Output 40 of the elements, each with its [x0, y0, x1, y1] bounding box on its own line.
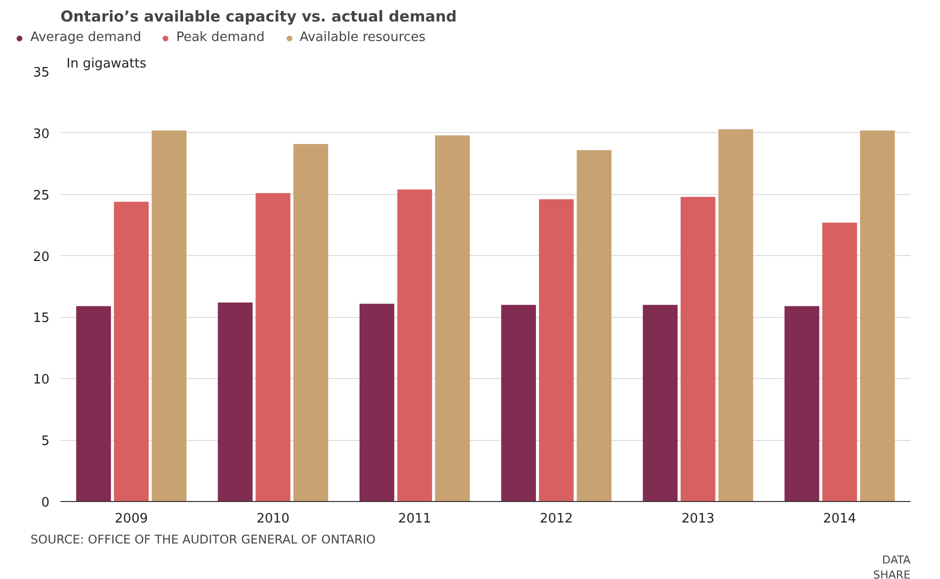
- x-tick-label: 2014: [823, 512, 856, 526]
- bar: [152, 130, 186, 502]
- source-note: SOURCE: OFFICE OF THE AUDITOR GENERAL OF ONTARIO: [30, 532, 376, 546]
- bar: [293, 144, 328, 502]
- legend-label: Peak demand: [176, 30, 265, 45]
- y-tick-label: 35: [32, 66, 50, 80]
- bar: [860, 130, 895, 502]
- text: DATA: [882, 554, 911, 566]
- chart-title: Ontario’s available capacity vs. actual demand: [60, 8, 457, 26]
- legend-label: Available resources: [300, 30, 426, 45]
- x-tick-label: 2011: [398, 512, 432, 526]
- bar: [435, 135, 470, 502]
- bar: [642, 304, 678, 502]
- y-tick-label: 15: [32, 311, 50, 326]
- y-tick-label: 25: [32, 188, 50, 204]
- bar: [256, 193, 290, 502]
- bar: [397, 189, 432, 502]
- y-axis-title: In gigawatts: [66, 56, 147, 72]
- x-tick-label: 2013: [681, 512, 715, 526]
- text: SHARE: [873, 568, 911, 579]
- x-tick-label: 2010: [256, 512, 290, 526]
- bar: [218, 302, 253, 502]
- bar: [822, 222, 858, 502]
- y-tick-label: 0: [41, 496, 50, 510]
- bar: [538, 199, 574, 502]
- bar: [360, 304, 394, 502]
- bar: [718, 129, 754, 502]
- bar: [76, 306, 111, 502]
- x-tick-label: 2012: [540, 512, 573, 526]
- x-tick-label: 2009: [114, 512, 148, 526]
- y-tick-label: 10: [32, 372, 50, 388]
- y-tick-label: 30: [32, 126, 50, 142]
- bar: [576, 150, 612, 502]
- y-tick-label: 20: [32, 250, 50, 265]
- bar: [784, 306, 820, 502]
- bar: [501, 304, 536, 502]
- y-tick-label: 5: [41, 434, 50, 450]
- legend-label: Average demand: [30, 30, 142, 45]
- bar: [680, 196, 716, 502]
- bar: [114, 202, 149, 502]
